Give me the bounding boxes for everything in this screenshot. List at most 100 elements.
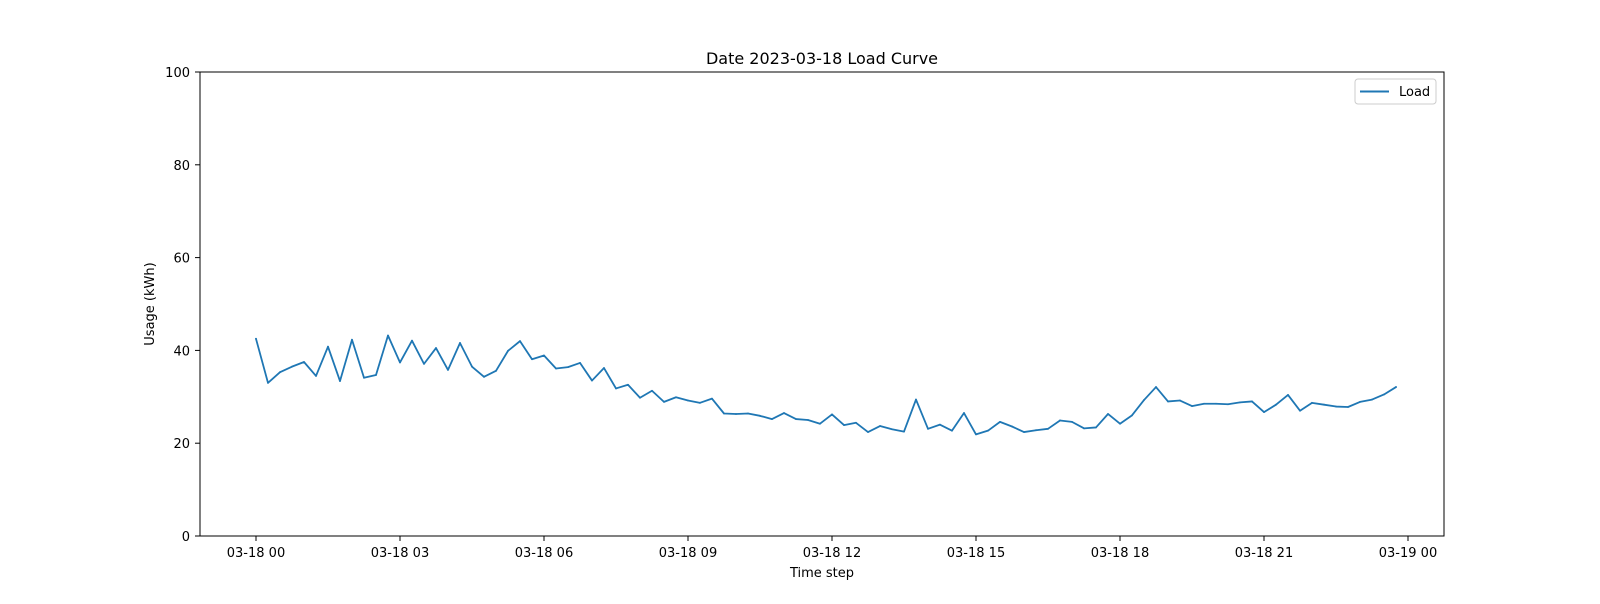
data-point	[807, 419, 809, 421]
chart-title: Date 2023-03-18 Load Curve	[706, 49, 938, 68]
data-point	[591, 379, 593, 382]
data-point	[1215, 402, 1217, 405]
data-point	[387, 334, 389, 337]
data-point	[951, 429, 953, 432]
series-layer	[255, 334, 1397, 436]
x-tick-label: 03-18 15	[947, 546, 1005, 561]
x-tick-label: 03-18 12	[803, 546, 861, 561]
y-axis-label: Usage (kWh)	[143, 262, 158, 345]
data-point	[1143, 399, 1145, 401]
data-point	[339, 380, 341, 382]
data-point	[1083, 427, 1085, 430]
data-point	[1383, 393, 1385, 396]
y-axis: 0 20 40 60 80 100	[165, 66, 200, 545]
data-point	[1047, 427, 1049, 430]
x-tick-label: 03-18 21	[1235, 546, 1293, 561]
data-point	[675, 396, 677, 399]
data-point	[483, 375, 485, 378]
data-point	[963, 412, 965, 414]
data-point	[375, 374, 377, 376]
data-point	[747, 412, 749, 415]
data-point	[819, 422, 821, 425]
data-point	[1155, 386, 1157, 388]
legend-box	[1354, 78, 1437, 105]
data-point	[459, 342, 461, 344]
data-point	[1251, 400, 1253, 403]
data-point	[1323, 403, 1325, 406]
x-axis-label: Time step	[789, 566, 854, 581]
data-point	[663, 401, 665, 403]
data-point	[1239, 401, 1241, 404]
legend: Load	[1354, 78, 1437, 105]
x-tick-label: 03-18 09	[659, 546, 717, 561]
y-tick-label: 60	[173, 252, 190, 267]
x-tick-label: 03-18 00	[227, 546, 285, 561]
data-point	[987, 429, 989, 432]
data-point	[867, 431, 869, 433]
data-point	[759, 414, 761, 417]
data-point	[603, 367, 605, 369]
data-point	[735, 413, 737, 415]
data-point	[1287, 394, 1289, 396]
data-point	[507, 349, 509, 352]
data-point	[927, 427, 929, 430]
data-point	[363, 376, 365, 379]
data-point	[1203, 402, 1205, 405]
data-point	[1035, 429, 1037, 432]
data-point	[423, 362, 425, 365]
y-tick-label: 40	[173, 344, 190, 359]
legend-label-load: Load	[1399, 85, 1430, 100]
data-point	[1023, 431, 1025, 433]
data-point	[267, 381, 269, 384]
data-point	[1311, 401, 1313, 404]
data-point	[783, 412, 785, 414]
data-point	[1179, 399, 1181, 402]
data-point	[1227, 403, 1229, 406]
data-point	[399, 361, 401, 364]
data-point	[1335, 405, 1337, 408]
data-point	[1107, 413, 1109, 415]
data-point	[1275, 403, 1277, 406]
data-point	[1299, 409, 1301, 412]
data-point	[447, 368, 449, 371]
data-point	[651, 389, 653, 392]
data-point	[915, 398, 917, 401]
data-point	[1359, 401, 1361, 403]
data-point	[891, 428, 893, 431]
data-point	[291, 365, 293, 368]
data-point	[903, 430, 905, 433]
x-tick-label: 03-18 06	[515, 546, 573, 561]
data-point	[975, 433, 977, 436]
y-tick-label: 100	[165, 66, 190, 81]
data-point	[471, 365, 473, 368]
data-point	[303, 361, 305, 363]
data-point	[999, 420, 1001, 423]
data-point	[639, 396, 641, 399]
data-point	[543, 354, 545, 357]
data-point	[879, 425, 881, 427]
data-point	[435, 347, 437, 349]
data-point	[1191, 405, 1193, 407]
data-point	[795, 418, 797, 420]
data-point	[687, 399, 689, 402]
data-point	[1395, 386, 1397, 388]
data-point	[567, 366, 569, 368]
data-point	[627, 383, 629, 386]
data-point	[1263, 411, 1265, 414]
data-point	[555, 367, 557, 370]
data-point	[519, 340, 521, 343]
data-point	[495, 369, 497, 372]
data-point	[1167, 400, 1169, 403]
data-point	[843, 424, 845, 426]
data-point	[699, 401, 701, 404]
data-point	[1347, 406, 1349, 408]
x-axis: 03-18 00 03-18 03 03-18 06 03-18 09 03-18 12…	[227, 536, 1437, 561]
y-tick-label: 0	[182, 530, 190, 545]
data-point	[579, 362, 581, 364]
data-point	[255, 337, 257, 340]
data-point	[411, 339, 413, 342]
data-point	[1011, 425, 1013, 428]
x-tick-label: 03-18 18	[1091, 546, 1149, 561]
